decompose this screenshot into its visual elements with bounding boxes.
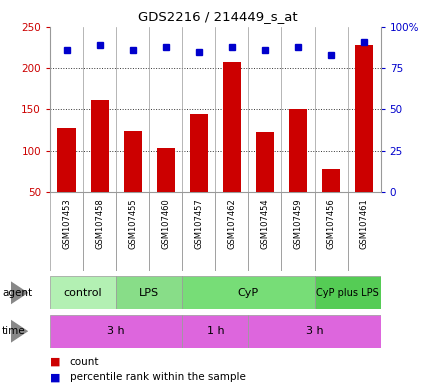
Bar bbox=[123, 131, 141, 192]
Bar bbox=[248, 192, 281, 271]
Bar bbox=[90, 99, 108, 192]
Text: GSM107458: GSM107458 bbox=[95, 198, 104, 249]
Text: GSM107460: GSM107460 bbox=[161, 198, 170, 249]
Bar bbox=[149, 192, 182, 271]
Bar bbox=[314, 276, 380, 309]
Text: CyP plus LPS: CyP plus LPS bbox=[316, 288, 378, 298]
Text: percentile rank within the sample: percentile rank within the sample bbox=[69, 372, 245, 382]
Bar bbox=[222, 61, 240, 192]
Bar bbox=[255, 132, 273, 192]
Bar bbox=[189, 114, 207, 192]
Bar bbox=[215, 192, 248, 271]
Bar bbox=[321, 169, 339, 192]
Text: agent: agent bbox=[2, 288, 32, 298]
Text: GSM107456: GSM107456 bbox=[326, 198, 335, 249]
Text: LPS: LPS bbox=[139, 288, 159, 298]
Bar bbox=[57, 127, 76, 192]
Text: 1 h: 1 h bbox=[206, 326, 224, 336]
Polygon shape bbox=[11, 319, 28, 343]
Text: GSM107457: GSM107457 bbox=[194, 198, 203, 249]
Bar bbox=[354, 45, 372, 192]
Text: control: control bbox=[64, 288, 102, 298]
Text: time: time bbox=[2, 326, 26, 336]
Text: GSM107455: GSM107455 bbox=[128, 198, 137, 249]
Bar bbox=[116, 192, 149, 271]
Text: GDS2216 / 214449_s_at: GDS2216 / 214449_s_at bbox=[138, 10, 296, 23]
Bar bbox=[314, 192, 347, 271]
Text: 3 h: 3 h bbox=[107, 326, 125, 336]
Text: CyP: CyP bbox=[237, 288, 258, 298]
Bar bbox=[347, 192, 380, 271]
Text: 3 h: 3 h bbox=[305, 326, 322, 336]
Text: GSM107454: GSM107454 bbox=[260, 198, 269, 249]
Bar bbox=[182, 276, 314, 309]
Bar bbox=[83, 192, 116, 271]
Bar bbox=[248, 315, 380, 348]
Bar bbox=[156, 148, 174, 192]
Text: ■: ■ bbox=[50, 372, 60, 382]
Bar bbox=[288, 109, 306, 192]
Text: GSM107459: GSM107459 bbox=[293, 198, 302, 249]
Text: GSM107462: GSM107462 bbox=[227, 198, 236, 249]
Bar bbox=[50, 315, 182, 348]
Polygon shape bbox=[11, 281, 28, 304]
Bar bbox=[50, 192, 83, 271]
Bar bbox=[116, 276, 182, 309]
Bar bbox=[182, 315, 248, 348]
Text: GSM107461: GSM107461 bbox=[359, 198, 368, 249]
Text: GSM107453: GSM107453 bbox=[62, 198, 71, 249]
Text: count: count bbox=[69, 357, 99, 367]
Text: ■: ■ bbox=[50, 357, 60, 367]
Bar bbox=[50, 276, 116, 309]
Bar bbox=[281, 192, 314, 271]
Bar bbox=[182, 192, 215, 271]
